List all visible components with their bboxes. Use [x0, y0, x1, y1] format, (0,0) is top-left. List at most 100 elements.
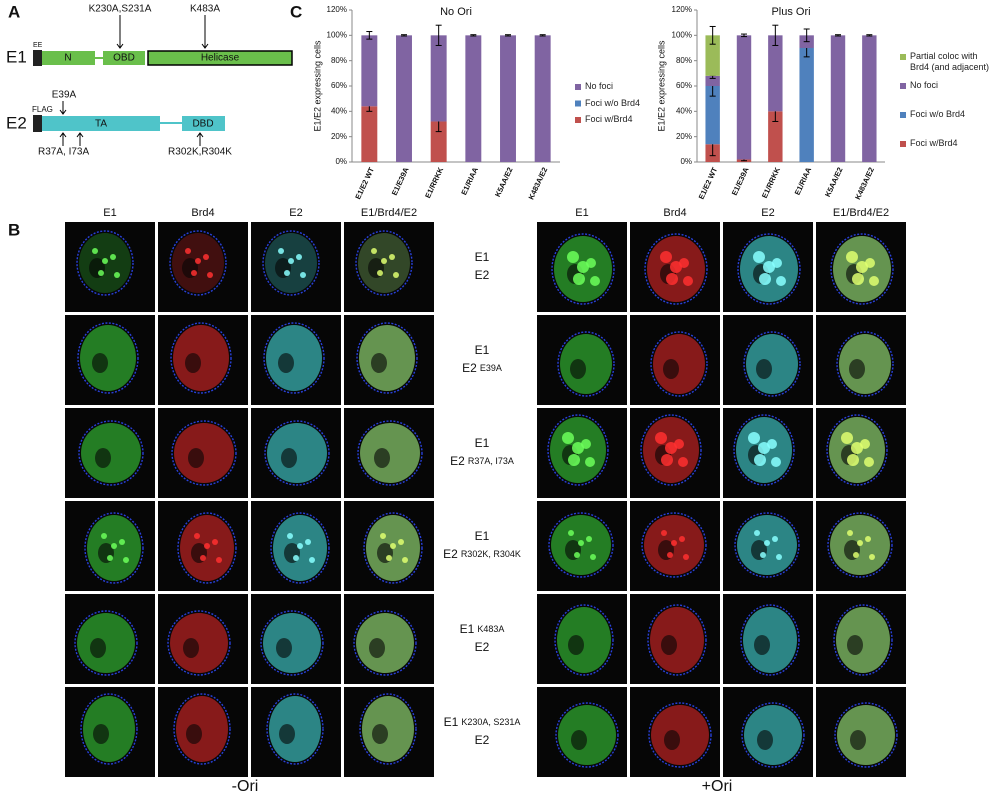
- legend-swatch: [575, 117, 581, 123]
- focus: [764, 540, 770, 546]
- focus: [111, 543, 117, 549]
- nucleus-outline: [644, 233, 708, 305]
- mutation-label: R302K,R304K: [168, 147, 232, 158]
- domain: [103, 51, 145, 65]
- nucleus-signal: [173, 325, 229, 391]
- micrograph: [65, 222, 155, 312]
- domain-label: TA: [95, 119, 107, 130]
- focus: [590, 554, 596, 560]
- nucleolus: [850, 730, 866, 750]
- row-label: E1: [475, 529, 490, 543]
- nucleus-outline: [78, 420, 144, 486]
- focus: [763, 261, 775, 273]
- column-header: E1: [575, 207, 588, 219]
- nucleus-signal: [174, 423, 234, 483]
- column-header: Brd4: [663, 207, 686, 219]
- x-tick-label: E1/RRKK: [423, 165, 445, 199]
- legend-label: No foci: [910, 80, 939, 90]
- y-tick-label: 0%: [335, 157, 347, 166]
- nucleus-outline: [641, 512, 707, 578]
- focus: [101, 533, 107, 539]
- bar-segment: [465, 35, 482, 163]
- focus: [390, 543, 396, 549]
- row-label: E1: [475, 343, 490, 357]
- focus: [586, 536, 592, 542]
- mutation-name: R302K, R304K: [461, 549, 521, 559]
- chart-title: No Ori: [440, 6, 472, 18]
- x-tick-label: K483A/E2: [526, 166, 549, 201]
- focus: [572, 442, 584, 454]
- nucleolus: [374, 448, 390, 468]
- focus: [670, 261, 682, 273]
- nucleus-signal: [77, 613, 135, 673]
- focus: [759, 273, 771, 285]
- focus: [377, 270, 383, 276]
- arrow-head: [59, 132, 67, 138]
- bar-segment: [705, 86, 720, 145]
- focus: [287, 533, 293, 539]
- nucleolus: [93, 724, 109, 744]
- domain-label: N: [64, 53, 71, 64]
- construct-name: E1: [460, 622, 475, 636]
- focus: [776, 554, 782, 560]
- x-tick-label: E1/RRKK: [760, 165, 782, 199]
- nucleolus: [849, 359, 865, 379]
- nucleus-outline: [826, 414, 888, 486]
- focus: [753, 251, 765, 263]
- focus: [776, 276, 786, 286]
- mutation-label: R37A, I73A: [38, 147, 89, 158]
- construct-name: E1: [444, 715, 459, 729]
- focus: [567, 251, 579, 263]
- focus: [185, 248, 191, 254]
- nucleolus: [372, 724, 388, 744]
- nucleus-signal: [267, 423, 327, 483]
- bar-segment: [830, 35, 846, 163]
- focus: [200, 555, 206, 561]
- column-header: E2: [289, 207, 302, 219]
- focus: [683, 554, 689, 560]
- nucleolus: [661, 635, 677, 655]
- nucleolus: [570, 359, 586, 379]
- nucleolus: [185, 353, 201, 373]
- bar-segment: [396, 35, 412, 163]
- y-tick-label: 20%: [676, 132, 692, 141]
- focus: [203, 254, 209, 260]
- nucleus-signal: [743, 607, 797, 673]
- nucleolus: [278, 353, 294, 373]
- nucleus-signal: [81, 423, 141, 483]
- row-label: E1: [475, 250, 490, 264]
- x-tick-label: E1/RIAA: [793, 165, 814, 196]
- focus: [574, 552, 580, 558]
- focus: [191, 270, 197, 276]
- x-tick-label: E1/E2 WT: [353, 166, 376, 201]
- focus: [655, 432, 667, 444]
- nucleolus: [183, 638, 199, 658]
- panel-label: A: [8, 2, 20, 21]
- focus: [123, 557, 129, 563]
- nucleolus: [186, 724, 202, 744]
- focus: [678, 457, 688, 467]
- nucleus-outline: [640, 414, 702, 486]
- nucleus-outline: [741, 702, 805, 768]
- nucleus-signal: [362, 696, 414, 762]
- nucleolus: [847, 635, 863, 655]
- row-label: E1: [475, 436, 490, 450]
- nucleus-outline: [833, 604, 893, 676]
- nucleus-outline: [260, 610, 324, 676]
- nucleus-signal: [560, 334, 612, 394]
- nucleolus: [757, 730, 773, 750]
- row-label: E1 K230A, S231A: [444, 715, 521, 729]
- mutation-name: R37A, I73A: [468, 456, 514, 466]
- arrow-head: [201, 43, 209, 49]
- focus: [864, 457, 874, 467]
- nucleus-outline: [171, 420, 237, 486]
- bar-segment: [705, 35, 720, 76]
- nucleolus: [95, 448, 111, 468]
- focus: [284, 270, 290, 276]
- column-header: E1/Brd4/E2: [833, 207, 889, 219]
- focus: [398, 539, 404, 545]
- bar-segment: [862, 35, 877, 163]
- focus: [865, 536, 871, 542]
- nucleus-outline: [76, 230, 134, 296]
- legend-label: Partial coloc with Brd4 (and adjacent): [910, 51, 990, 72]
